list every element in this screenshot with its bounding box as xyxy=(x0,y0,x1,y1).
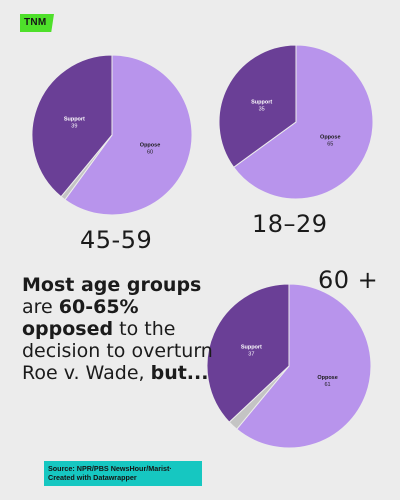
headline-bold-3: but... xyxy=(150,362,209,384)
pie-title-18-29: 18–29 xyxy=(252,210,328,238)
slice-value-oppose: 60 xyxy=(147,149,153,155)
source-note: Source: NPR/PBS NewsHour/Marist· Created… xyxy=(44,461,202,486)
slice-label-oppose: Oppose xyxy=(140,142,160,148)
pie-title-60-plus: 60 + xyxy=(318,266,379,294)
slice-value-support: 35 xyxy=(259,107,265,113)
slice-label-oppose: Oppose xyxy=(317,375,337,381)
pie-title-45-59: 45-59 xyxy=(80,226,153,254)
headline-text-2: to the decision to overturn Roe v. Wade, xyxy=(22,318,213,384)
pie-slice-support xyxy=(31,54,113,198)
slice-value-oppose: 65 xyxy=(327,141,333,147)
headline-bold-1: Most age groups xyxy=(22,274,202,296)
headline-text-1: are xyxy=(22,296,59,318)
pie-slice-oppose xyxy=(233,44,374,200)
slice-label-support: Support xyxy=(64,116,85,122)
slice-label-oppose: Oppose xyxy=(320,134,340,140)
brand-logo-text: TNM xyxy=(24,17,47,28)
pie-slice-support xyxy=(218,44,297,168)
brand-logo: TNM xyxy=(20,14,54,32)
slice-value-oppose: 61 xyxy=(325,382,331,388)
source-line-1: Source: NPR/PBS NewsHour/Marist· xyxy=(48,464,172,473)
slice-value-support: 39 xyxy=(71,123,77,129)
pie-slice-oppose xyxy=(64,54,193,216)
pie-slice-support xyxy=(206,283,290,423)
slice-label-support: Support xyxy=(251,100,272,106)
pie-slice-oppose xyxy=(236,283,372,449)
headline-bold-2: 60-65% opposed xyxy=(22,296,139,340)
slice-value-support: 37 xyxy=(248,352,254,358)
slice-label-support: Support xyxy=(241,345,262,351)
source-line-2: Created with Datawrapper xyxy=(48,473,137,482)
headline: Most age groups are 60-65% opposed to th… xyxy=(22,274,222,384)
